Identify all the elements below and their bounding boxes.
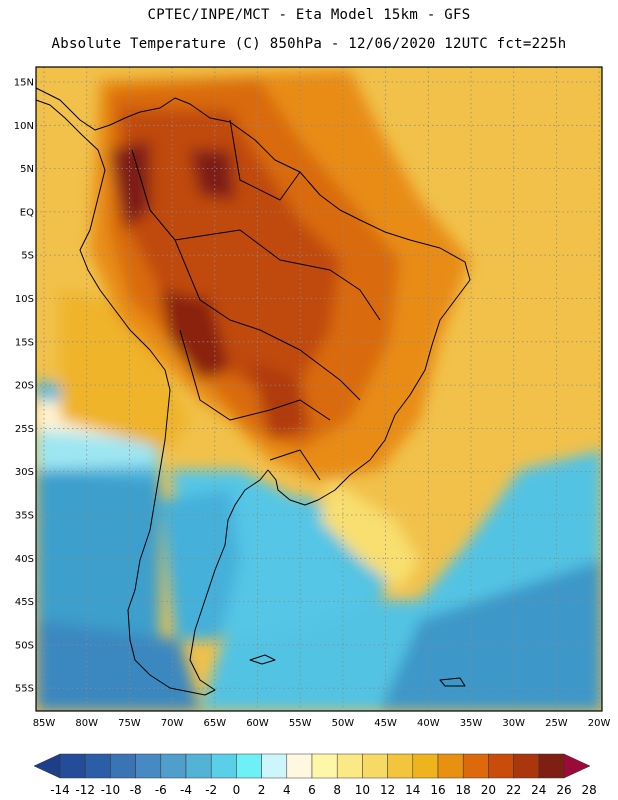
lat-label: 10S bbox=[15, 294, 34, 305]
colorbar-segment bbox=[135, 753, 162, 779]
colorbar-label: -12 bbox=[75, 783, 95, 797]
latitude-labels: 15N 10N 5N EQ 5S 10S 15S 20S 25S 30S 35S 40S 45S 50S 5… bbox=[14, 78, 34, 695]
lon-label: 55W bbox=[289, 718, 312, 729]
colorbar-label: 26 bbox=[556, 783, 571, 797]
lat-label: 40S bbox=[15, 554, 34, 565]
lon-label: 80W bbox=[75, 718, 98, 729]
colorbar-label: -6 bbox=[155, 783, 167, 797]
colorbar-label: 20 bbox=[481, 783, 496, 797]
colorbar-segment bbox=[160, 753, 187, 779]
lon-label: 20W bbox=[588, 718, 611, 729]
title-line-2: Absolute Temperature (C) 850hPa - 12/06/… bbox=[51, 36, 567, 52]
colorbar-segment bbox=[488, 753, 514, 779]
colorbar-label: 6 bbox=[308, 783, 316, 797]
lat-lon-grid bbox=[36, 67, 602, 711]
colorbar-segment bbox=[336, 753, 363, 779]
colorbar-label: 0 bbox=[233, 783, 241, 797]
colorbar-label: -8 bbox=[130, 783, 142, 797]
lat-label: 45S bbox=[15, 597, 34, 608]
lat-label: 55S bbox=[15, 684, 34, 695]
lat-label: 5S bbox=[21, 251, 34, 262]
lon-label: 85W bbox=[33, 718, 56, 729]
colorbar bbox=[33, 753, 591, 779]
colorbar-segment bbox=[311, 753, 338, 779]
lon-label: 60W bbox=[246, 718, 269, 729]
temperature-field bbox=[36, 67, 602, 711]
lat-label: 25S bbox=[15, 424, 34, 435]
colorbar-segment bbox=[387, 753, 414, 779]
colorbar-segment bbox=[210, 753, 237, 779]
colorbar-label: -14 bbox=[50, 783, 70, 797]
colorbar-segment bbox=[538, 753, 565, 779]
lon-label: 65W bbox=[203, 718, 226, 729]
colorbar-segment bbox=[84, 753, 111, 779]
colorbar-label: 18 bbox=[456, 783, 471, 797]
lon-label: 75W bbox=[118, 718, 141, 729]
colorbar-segment bbox=[236, 753, 262, 779]
lat-label: 15S bbox=[15, 337, 34, 348]
colorbar-label: 4 bbox=[283, 783, 291, 797]
lat-label: 30S bbox=[15, 467, 34, 478]
colorbar-segment bbox=[513, 753, 540, 779]
lon-label: 70W bbox=[161, 718, 184, 729]
map-frame bbox=[35, 66, 603, 712]
colorbar-label: -4 bbox=[180, 783, 192, 797]
colorbar-low-arrow bbox=[33, 753, 61, 779]
colorbar-labels: -14 -12 -10 -8 -6 -4 -2 0 2 4 6 8 10 12 14 16 18 20 22 24 26… bbox=[50, 783, 597, 797]
longitude-labels: 85W 80W 75W 70W 65W 60W 55W 50W 45W 40W 35W 30W 25W 2… bbox=[33, 718, 611, 729]
colorbar-segment bbox=[362, 753, 388, 779]
colorbar-segment bbox=[261, 753, 288, 779]
colorbar-segment bbox=[110, 753, 136, 779]
colorbar-label: 24 bbox=[531, 783, 546, 797]
colorbar-label: 16 bbox=[430, 783, 445, 797]
lon-label: 25W bbox=[545, 718, 568, 729]
colorbar-segment bbox=[185, 753, 212, 779]
colorbar-label: -10 bbox=[101, 783, 121, 797]
lon-label: 45W bbox=[374, 718, 397, 729]
colorbar-label: 12 bbox=[380, 783, 395, 797]
colorbar-segment bbox=[437, 753, 464, 779]
colorbar-label: 22 bbox=[506, 783, 521, 797]
lon-label: 50W bbox=[332, 718, 355, 729]
lon-label: 30W bbox=[502, 718, 525, 729]
colorbar-label: -2 bbox=[205, 783, 217, 797]
colorbar-label: 28 bbox=[582, 783, 597, 797]
colorbar-label: 10 bbox=[355, 783, 370, 797]
colorbar-label: 14 bbox=[405, 783, 420, 797]
lat-label: 35S bbox=[15, 511, 34, 522]
lat-label: 20S bbox=[15, 381, 34, 392]
lat-label: 10N bbox=[14, 121, 34, 132]
lat-label: 5N bbox=[20, 164, 34, 175]
lon-label: 35W bbox=[460, 718, 483, 729]
colorbar-label: 2 bbox=[258, 783, 266, 797]
title-line-1: CPTEC/INPE/MCT - Eta Model 15km - GFS bbox=[147, 7, 471, 23]
colorbar-segment bbox=[462, 753, 489, 779]
lat-label: 15N bbox=[14, 78, 34, 89]
colorbar-segment bbox=[286, 753, 313, 779]
colorbar-segment bbox=[412, 753, 439, 779]
lat-label: EQ bbox=[20, 207, 34, 218]
lon-label: 40W bbox=[417, 718, 440, 729]
lat-label: 50S bbox=[15, 640, 34, 651]
coastline-and-borders bbox=[35, 87, 471, 696]
colorbar-segment bbox=[59, 753, 86, 779]
colorbar-label: 8 bbox=[333, 783, 341, 797]
colorbar-high-arrow bbox=[563, 753, 591, 779]
